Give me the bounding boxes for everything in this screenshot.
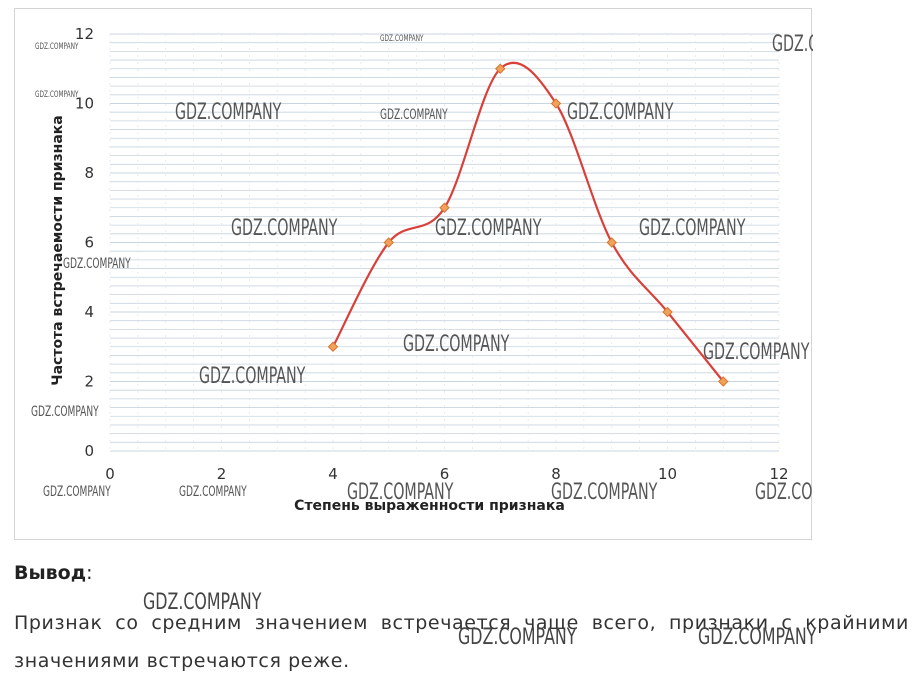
x-tick-label: 6 [440, 465, 450, 483]
x-tick-label: 2 [217, 465, 227, 483]
data-point [383, 237, 394, 248]
line-chart: GDZ.COMPANY GDZ.COMPANY GDZ.COMPANY GDZ.COM… [31, 25, 813, 514]
watermark: GDZ.COMPANY [567, 98, 674, 124]
watermark: GDZ.COMPANY [435, 214, 542, 240]
watermark: GDZ.COMPANY [772, 30, 813, 56]
x-tick-label: 0 [105, 465, 115, 483]
watermark: GDZ.COMPANY [175, 98, 282, 124]
watermark: GDZ.COMPANY [43, 483, 111, 499]
data-point [439, 202, 450, 213]
watermark: GDZ.COMPANY [231, 214, 338, 240]
x-tick-label: 12 [769, 465, 788, 483]
data-markers [327, 63, 729, 387]
grid [109, 33, 780, 452]
y-tick-label: 8 [84, 164, 94, 182]
watermark: GDZ.COMPANY [703, 338, 810, 364]
watermark: GDZ.COMPANY [35, 89, 79, 99]
watermark: GDZ.COMPANY [179, 483, 247, 499]
watermark: GDZ.COMPANY [698, 625, 817, 650]
data-point [550, 98, 562, 109]
series-line [332, 61, 725, 383]
data-point [662, 306, 673, 318]
watermark: GDZ.COMPANY [380, 33, 424, 43]
x-axis-title: Степень выраженности признака [294, 498, 565, 514]
data-point [327, 341, 339, 352]
watermark: GDZ.COMPANY [31, 403, 99, 419]
watermark: GDZ.COMPANY [755, 478, 813, 504]
axis-ticks: 0 2 4 6 8 10 12 0 2 4 6 8 10 12 [75, 25, 789, 483]
conclusion-text: Признак со средним значением встречается… [14, 612, 909, 672]
watermark: GDZ.COMPANY [35, 41, 79, 51]
watermark: GDZ.COMPANY [639, 214, 746, 240]
y-tick-label: 12 [75, 25, 94, 43]
x-tick-label: 10 [658, 465, 677, 483]
y-tick-label: 10 [75, 95, 94, 113]
y-tick-label: 2 [84, 373, 94, 391]
data-point [606, 237, 617, 248]
watermark: GDZ.COMPANY [551, 478, 658, 504]
watermark: GDZ.COMPANY [199, 362, 306, 388]
y-tick-label: 4 [84, 303, 94, 321]
data-point [718, 376, 729, 387]
y-tick-label: 0 [84, 442, 94, 460]
conclusion-title: Вывод [14, 562, 87, 584]
watermark: GDZ.COMPANY [380, 106, 448, 122]
watermark: GDZ.COMPANY [63, 255, 131, 271]
chart-watermarks: GDZ.COMPANY GDZ.COMPANY GDZ.COMPANY GDZ.COM… [31, 30, 813, 504]
watermark: GDZ.COMPANY [403, 330, 510, 356]
watermark: GDZ.COMPANY [347, 478, 454, 504]
chart-container: GDZ.COMPANY GDZ.COMPANY GDZ.COMPANY GDZ.COM… [14, 8, 813, 540]
watermark: GDZ.COMPANY [143, 590, 262, 615]
data-point [495, 63, 506, 74]
x-tick-label: 4 [328, 465, 338, 483]
conclusion-colon: : [86, 562, 93, 584]
y-tick-label: 6 [84, 234, 94, 252]
x-tick-label: 8 [551, 465, 561, 483]
y-axis-title: Частота встречаемости признака [50, 115, 66, 385]
watermark: GDZ.COMPANY [458, 625, 577, 650]
conclusion-heading: Вывод: [14, 562, 93, 584]
